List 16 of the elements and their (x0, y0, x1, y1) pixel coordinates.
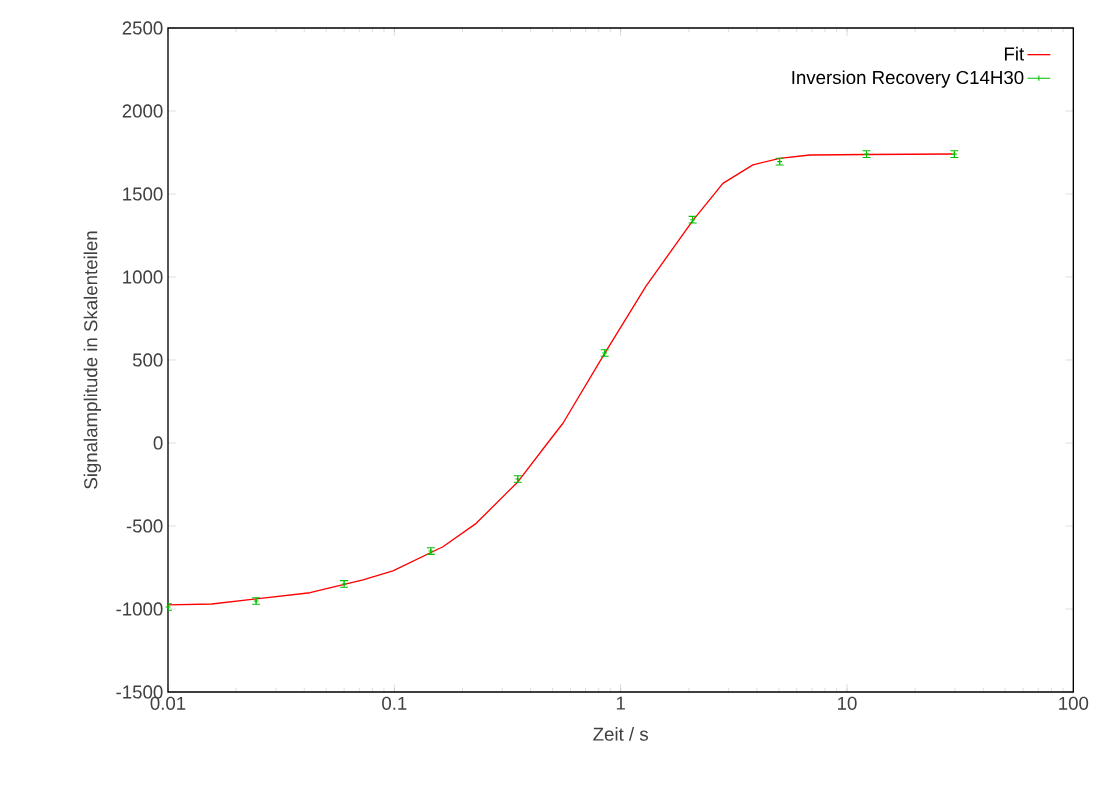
y-tick-label: 500 (132, 353, 163, 367)
x-tick-label: 10 (838, 696, 857, 710)
x-tick-label: 0.1 (382, 696, 407, 710)
legend-label: Fit (1004, 46, 1025, 61)
y-tick-label: 1000 (123, 270, 163, 284)
y-tick-label: -1000 (116, 602, 163, 616)
y-tick-label: 2500 (122, 21, 163, 35)
y-tick-label: 2000 (122, 104, 163, 118)
x-tick-label: 1 (616, 696, 625, 710)
x-axis-title: Zeit / s (593, 727, 648, 741)
x-tick-label: 100 (1059, 696, 1089, 710)
y-tick-label: 1500 (123, 187, 163, 201)
y-axis-title: Signalamplitude in Skalenteilen (83, 231, 102, 489)
y-tick-label: -500 (126, 519, 163, 533)
legend-label: Inversion Recovery C14H30 (792, 70, 1024, 88)
y-tick-label: 0 (153, 436, 163, 450)
